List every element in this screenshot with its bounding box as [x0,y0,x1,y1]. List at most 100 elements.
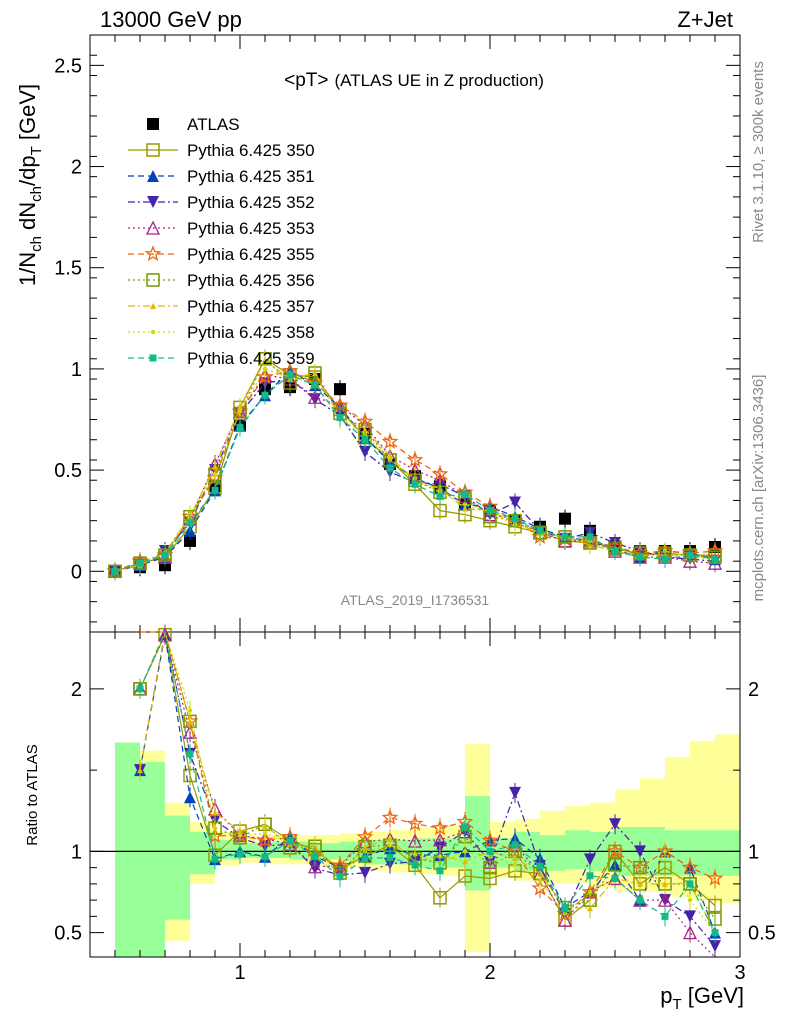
series-pythia-6-425-359-ratio-point [286,837,294,845]
series-pythia-6-425-359-ratio-point [536,862,544,870]
legend-item-pythia-6-425-352-marker [147,196,159,208]
legend-item-atlas-label: ATLAS [187,115,240,134]
series-pythia-6-425-359-ratio-point [236,850,244,858]
series-pythia-6-425-350-ratio-point [658,860,672,875]
x-axis-label: pT [GeV] [660,983,744,1013]
series-pythia-6-425-357-ratio-point [662,880,668,887]
legend-item-pythia-6-425-356-label: Pythia 6.425 356 [187,271,315,290]
series-pythia-6-425-359-point [561,533,569,541]
ratio-y-tick-label: 2 [71,679,82,701]
series-pythia-6-425-355-point [406,451,424,468]
series-pythia-6-425-353-ratio-point [657,892,673,907]
series-pythia-6-425-359-ratio-point [511,841,519,849]
series-pythia-6-425-358-ratio-point [387,843,393,848]
series-pythia-6-425-359-point [611,547,619,555]
series-pythia-6-425-359-ratio-point [686,880,694,888]
legend-item-pythia-6-425-359-marker [149,354,157,362]
legend-item-pythia-6-425-351-marker [147,170,159,182]
series-pythia-6-425-359-point [661,555,669,563]
series-pythia-6-425-355-ratio-point [606,842,624,859]
series-pythia-6-425-358-point [212,471,218,477]
series-pythia-6-425-359-point [636,553,644,561]
series-pythia-6-425-359-ratio-point [336,873,344,881]
series-pythia-6-425-355-ratio-point [381,808,399,825]
series-pythia-6-425-358-ratio-point [512,862,518,867]
series-pythia-6-425-357-ratio-point [137,767,143,774]
series-pythia-6-425-355-ratio-point [706,869,724,886]
series-pythia-6-425-358-ratio-point [237,833,243,838]
inner-uncertainty-band [190,831,215,875]
series-pythia-6-425-353-ratio-point [557,912,573,927]
series-atlas-point [334,383,346,396]
legend-item-pythia-6-425-357-label: Pythia 6.425 357 [187,297,315,316]
series-pythia-6-425-359-ratio-point [661,912,669,920]
inner-uncertainty-band [115,742,140,957]
legend-item-pythia-6-425-359-label: Pythia 6.425 359 [187,349,315,368]
series-pythia-6-425-352-ratio-point [584,853,596,866]
series-pythia-6-425-359-point [161,551,169,559]
inner-uncertainty-band [140,762,165,957]
series-pythia-6-425-359-point [261,391,269,399]
legend-item-pythia-6-425-355-label: Pythia 6.425 355 [187,245,315,264]
series-pythia-6-425-359-point [436,492,444,500]
series-pythia-6-425-352-ratio-point [509,786,521,799]
series-pythia-6-425-359-ratio-point [711,929,719,937]
series-pythia-6-425-358-ratio-point [412,852,418,858]
legend-item-pythia-6-425-350-marker [146,143,160,157]
ratio-y-tick-label: 0.5 [54,923,82,945]
series-pythia-6-425-359-point [386,464,394,472]
series-pythia-6-425-355-ratio-point [256,831,274,848]
series-pythia-6-425-358-ratio-point [262,831,268,836]
series-pythia-6-425-359-point [336,413,344,421]
inner-uncertainty-band [165,815,190,920]
series-pythia-6-425-352-ratio-point [359,866,371,879]
legend-item-pythia-6-425-357-marker [150,303,156,309]
series-pythia-6-425-359-point [211,486,219,494]
series-pythia-6-425-358-ratio-point [687,897,693,903]
series-pythia-6-425-352-ratio-point [684,910,696,923]
analysis-tag: ATLAS_2019_I1736531 [341,592,490,608]
series-pythia-6-425-359-ratio-point [486,847,494,855]
series-pythia-6-425-359-ratio-point [586,872,594,880]
ratio-y-tick-label-right: 0.5 [748,923,776,945]
series-pythia-6-425-353-ratio-point [307,859,323,874]
main-y-tick-label: 0 [71,561,82,583]
ratio-y-tick-label-right: 2 [748,679,759,701]
main-title-secondary: (ATLAS UE in Z production) [334,71,543,90]
legend-item-pythia-6-425-353-marker [145,220,161,235]
legend-item-pythia-6-425-358-marker [150,329,156,335]
series-pythia-6-425-352-ratio-point [709,940,721,953]
series-pythia-6-425-355-ratio-point [531,879,549,896]
series-pythia-6-425-353-ratio-point [157,627,173,642]
series-pythia-6-425-357-point [312,369,318,376]
series-pythia-6-425-359-point [136,559,144,567]
mcplots-label: mcplots.cern.ch [arXiv:1306.3436] [750,375,767,602]
series-pythia-6-425-358-ratio-point [187,708,193,713]
series-pythia-6-425-358-point [462,502,468,507]
series-pythia-6-425-353-point [307,389,323,404]
series-pythia-6-425-358-ratio-point [587,889,593,895]
series-pythia-6-425-352-ratio-point [634,845,646,858]
series-pythia-6-425-359-ratio-point [561,904,569,912]
inner-uncertainty-band [540,835,565,871]
legend-item-pythia-6-425-355-marker [144,245,162,262]
series-pythia-6-425-358-ratio-point [662,849,668,854]
series-pythia-6-425-359-point [236,424,244,432]
series-pythia-6-425-355-ratio-point [681,858,699,875]
series-pythia-6-425-358-ratio-line [139,630,716,933]
series-pythia-6-425-359-point [586,533,594,541]
series-pythia-6-425-359-point [411,480,419,488]
series-pythia-6-425-355-ratio-point [431,819,449,836]
series-pythia-6-425-358-ratio-point [212,825,218,831]
series-pythia-6-425-353-ratio-point [682,925,698,940]
legend-item-atlas-marker [147,118,159,130]
series-pythia-6-425-359-ratio-point [386,854,394,862]
series-pythia-6-425-357-ratio-point [637,880,643,887]
series-pythia-6-425-359-point [186,519,194,527]
inner-uncertainty-band [240,843,265,858]
main-y-tick-label: 2 [71,157,82,179]
x-tick-label: 2 [484,962,495,984]
series-pythia-6-425-352-ratio-line [139,631,716,947]
series-pythia-6-425-359-ratio-point [636,896,644,904]
